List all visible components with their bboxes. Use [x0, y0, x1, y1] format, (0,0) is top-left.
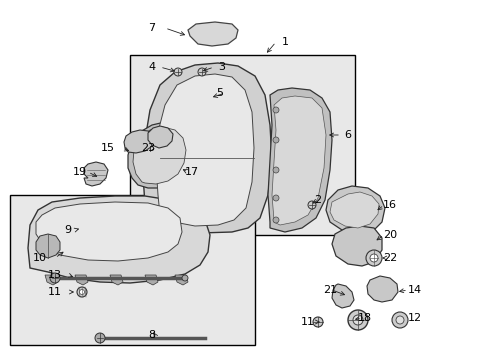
- Text: 16: 16: [382, 200, 396, 210]
- Polygon shape: [28, 196, 209, 283]
- Text: 3: 3: [218, 62, 225, 72]
- Polygon shape: [142, 63, 271, 233]
- Text: 15: 15: [101, 143, 115, 153]
- Bar: [130, 55, 354, 235]
- Circle shape: [272, 167, 279, 173]
- Polygon shape: [148, 126, 173, 148]
- Polygon shape: [175, 275, 187, 285]
- Polygon shape: [145, 275, 158, 285]
- Text: 7: 7: [148, 23, 155, 33]
- Text: 9: 9: [64, 225, 71, 235]
- Text: 22: 22: [382, 253, 396, 263]
- Polygon shape: [271, 96, 325, 225]
- Circle shape: [272, 107, 279, 113]
- Polygon shape: [329, 192, 378, 228]
- Polygon shape: [110, 275, 123, 285]
- Polygon shape: [133, 127, 185, 184]
- Text: 5: 5: [216, 88, 223, 98]
- Polygon shape: [156, 74, 253, 226]
- Polygon shape: [267, 88, 331, 232]
- Circle shape: [352, 315, 362, 325]
- Text: 13: 13: [48, 270, 62, 280]
- Polygon shape: [84, 162, 108, 186]
- Polygon shape: [45, 275, 58, 285]
- Text: 11: 11: [301, 317, 314, 327]
- Circle shape: [272, 195, 279, 201]
- Polygon shape: [325, 186, 384, 234]
- Text: 8: 8: [148, 330, 155, 340]
- Text: 20: 20: [382, 230, 396, 240]
- Text: 4: 4: [148, 62, 155, 72]
- Text: 18: 18: [357, 313, 371, 323]
- Polygon shape: [36, 202, 182, 261]
- Circle shape: [312, 317, 323, 327]
- Text: 11: 11: [48, 287, 62, 297]
- Text: 10: 10: [33, 253, 47, 263]
- Circle shape: [365, 250, 381, 266]
- Text: 17: 17: [184, 167, 199, 177]
- Circle shape: [182, 275, 187, 281]
- Polygon shape: [331, 284, 353, 308]
- Text: 14: 14: [407, 285, 421, 295]
- Text: 23: 23: [141, 143, 155, 153]
- Circle shape: [198, 68, 205, 76]
- Circle shape: [77, 287, 87, 297]
- Circle shape: [272, 217, 279, 223]
- Text: 6: 6: [344, 130, 351, 140]
- Polygon shape: [187, 22, 238, 46]
- Polygon shape: [331, 226, 381, 266]
- Circle shape: [50, 273, 60, 283]
- Text: 19: 19: [73, 167, 87, 177]
- Circle shape: [80, 289, 84, 294]
- Circle shape: [272, 137, 279, 143]
- Polygon shape: [124, 130, 154, 153]
- Circle shape: [369, 254, 377, 262]
- Circle shape: [347, 310, 367, 330]
- Circle shape: [95, 333, 105, 343]
- Text: 1: 1: [281, 37, 288, 47]
- Text: 2: 2: [314, 195, 321, 205]
- Bar: [10, 195, 254, 345]
- Polygon shape: [75, 275, 88, 285]
- Text: 12: 12: [407, 313, 421, 323]
- Circle shape: [391, 312, 407, 328]
- Polygon shape: [366, 276, 397, 302]
- Polygon shape: [128, 122, 195, 188]
- Circle shape: [395, 316, 403, 324]
- Polygon shape: [36, 234, 60, 258]
- Text: 21: 21: [322, 285, 336, 295]
- Circle shape: [174, 68, 182, 76]
- Circle shape: [307, 201, 315, 209]
